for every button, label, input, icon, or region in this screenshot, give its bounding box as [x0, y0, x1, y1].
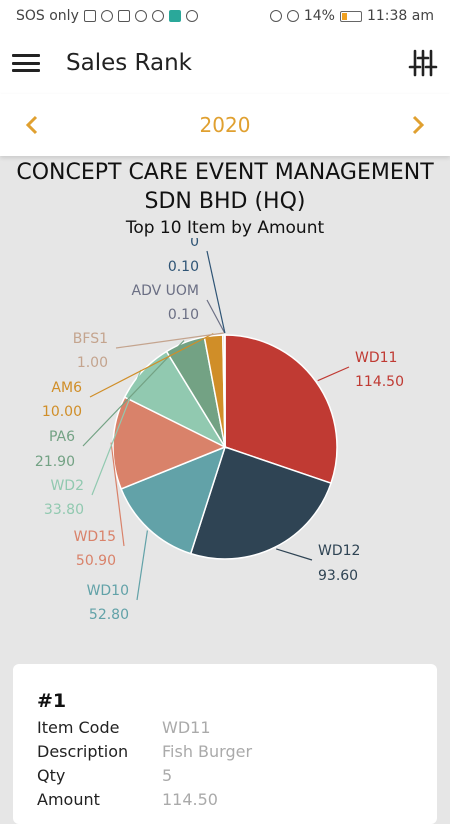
slice-value-label: 114.50: [355, 374, 404, 390]
year-label: 2020: [200, 113, 251, 137]
year-selector: 2020: [0, 94, 450, 156]
leader-line: [276, 549, 312, 560]
facebook-icon: [135, 10, 147, 22]
item-code-label: Item Code: [37, 716, 162, 740]
leader-line: [207, 300, 225, 333]
slice-value-label: 0.10: [168, 307, 199, 323]
leader-line: [207, 251, 225, 333]
qty-label: Qty: [37, 764, 162, 788]
slice-label: 0: [190, 238, 199, 250]
mail-icon: [118, 10, 130, 22]
amount-value: 114.50: [162, 788, 218, 812]
slice-label: AM6: [51, 380, 82, 396]
description-label: Description: [37, 740, 162, 764]
battery-icon: [340, 11, 362, 22]
chart-subtitle: Top 10 Item by Amount: [0, 218, 450, 238]
mute-bell-icon: [287, 10, 299, 22]
item-code-row: Item Code WD11: [37, 716, 413, 740]
clock: 11:38 am: [367, 8, 434, 24]
slice-label: BFS1: [73, 331, 108, 347]
amount-row: Amount 114.50: [37, 788, 413, 812]
lock-icon: [186, 10, 198, 22]
hamburger-menu-icon[interactable]: [12, 52, 40, 74]
bluetooth-icon: [270, 10, 282, 22]
description-row: Description Fish Burger: [37, 740, 413, 764]
status-right: 14% 11:38 am: [270, 8, 434, 24]
app-bar: Sales Rank: [0, 32, 450, 94]
leader-line: [137, 531, 147, 601]
slice-label: PA6: [49, 429, 75, 445]
slice-value-label: 10.00: [42, 404, 82, 420]
slice-value-label: 21.90: [35, 454, 75, 470]
next-year-icon[interactable]: [408, 114, 428, 136]
slice-label: WD15: [74, 529, 116, 545]
slice-value-label: 52.80: [89, 607, 129, 623]
status-bar: SOS only 14% 11:38 am: [0, 0, 450, 32]
description-value: Fish Burger: [162, 740, 252, 764]
previous-year-icon[interactable]: [22, 114, 42, 136]
wifi-icon: [101, 10, 113, 22]
slice-value-label: 50.90: [76, 553, 116, 569]
slice-label: WD12: [318, 543, 360, 559]
qty-row: Qty 5: [37, 764, 413, 788]
pie-chart: WD11 114.50 WD12 93.60 WD10 52.80 WD15 50.90 WD2…: [0, 238, 450, 638]
instagram-icon: [152, 10, 164, 22]
item-code-value: WD11: [162, 716, 211, 740]
slice-value-label: 33.80: [44, 502, 84, 518]
slice-value-label: 0.10: [168, 259, 199, 275]
rank-number: #1: [37, 690, 413, 712]
filter-sliders-icon[interactable]: [408, 48, 438, 78]
slice-value-label: 93.60: [318, 568, 358, 584]
slice-label: ADV UOM: [132, 283, 199, 299]
amount-label: Amount: [37, 788, 162, 812]
carrier-text: SOS only: [16, 8, 79, 24]
chart-title: CONCEPT CARE EVENT MANAGEMENT SDN BHD (H…: [0, 156, 450, 216]
leader-line: [318, 367, 349, 381]
page-title: Sales Rank: [66, 50, 192, 76]
qty-value: 5: [162, 764, 172, 788]
slice-value-label: 1.00: [77, 355, 108, 371]
rank-card[interactable]: #1 Item Code WD11 Description Fish Burge…: [13, 664, 437, 824]
battery-percent: 14%: [304, 8, 335, 24]
slice-label: WD11: [355, 350, 397, 366]
status-left: SOS only: [16, 8, 198, 24]
slice-label: WD2: [50, 478, 84, 494]
sim-icon: [84, 10, 96, 22]
app-notification-icon: [169, 10, 181, 22]
slice-label: WD10: [87, 583, 129, 599]
